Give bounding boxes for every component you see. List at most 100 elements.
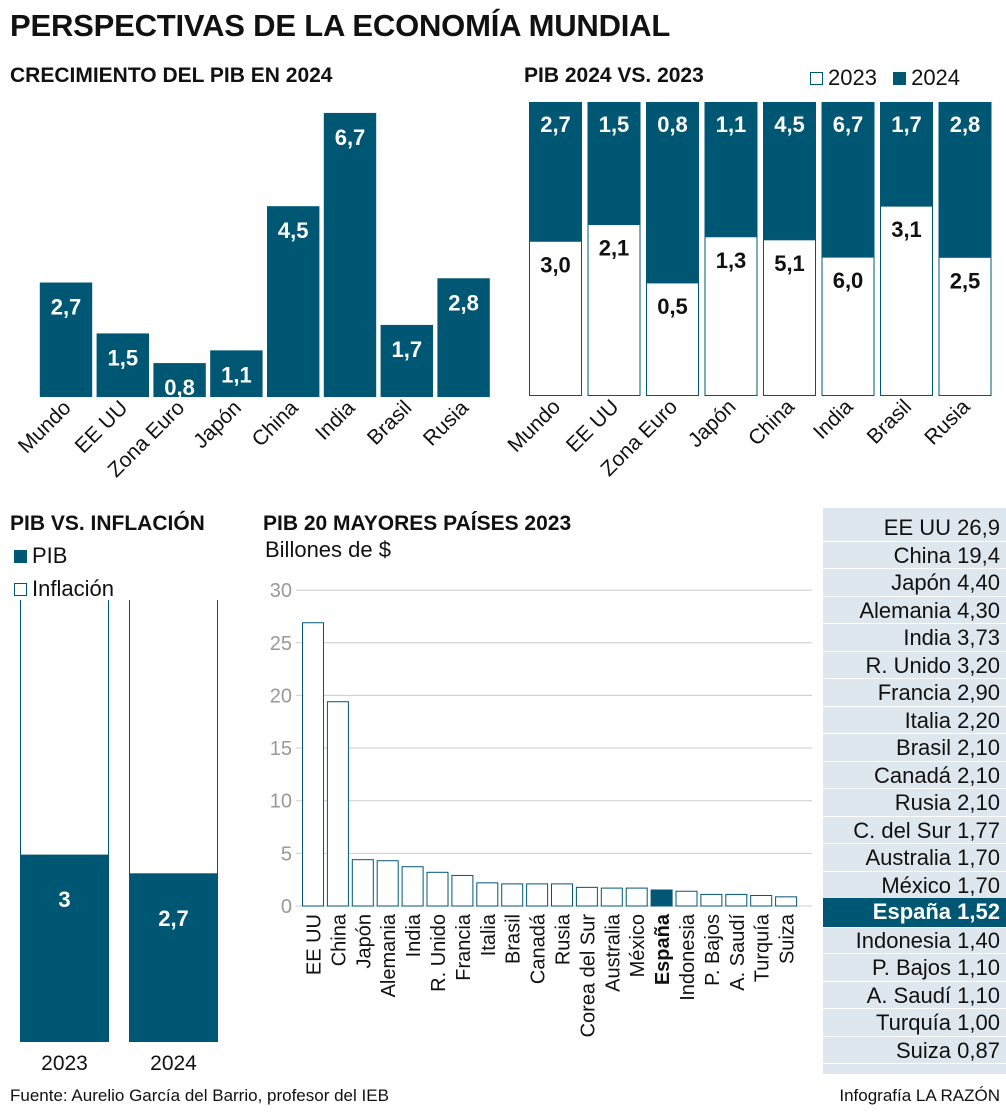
vs-label-2024-india: 6,7 xyxy=(833,112,864,137)
growth-bar-mundo xyxy=(39,282,93,397)
growth-cat-india: India xyxy=(311,396,360,445)
vs-bar-2023-rusia xyxy=(938,256,992,396)
table-country: R. Unido xyxy=(865,652,952,678)
growth-label-mundo: 2,7 xyxy=(51,295,82,320)
top20-bar-turquia xyxy=(750,894,773,907)
top20-chart: 0 5 10 15 20 25 30 EE UU China Japón Alemania India… xyxy=(270,580,812,1037)
vs-cat-brasil: Brasil xyxy=(863,395,916,448)
pib-label-2024: 2,7 xyxy=(158,906,189,931)
growth-bar-china xyxy=(267,206,320,397)
growth-cat-mundo: Mundo xyxy=(14,396,76,458)
table-country: Japón xyxy=(891,570,952,595)
vs-label-2023-india: 6,0 xyxy=(833,268,864,293)
top20-cat-p-bajos: P. Bajos xyxy=(702,914,724,986)
top20-cat-australia: Australia xyxy=(602,913,624,992)
vs-label-2023-ee-uu: 2,1 xyxy=(599,236,630,261)
table-country: India xyxy=(903,625,952,650)
vs-bar-2024-china xyxy=(763,102,816,240)
table-country: P. Bajos xyxy=(871,955,952,980)
table-country: Suiza xyxy=(896,1037,952,1063)
vs-label-2023-mundo: 3,0 xyxy=(540,252,571,277)
top20-chart-subtitle: Billones de $ xyxy=(265,537,391,562)
table-value: 2,10 xyxy=(957,735,1000,760)
table-country: Rusia xyxy=(894,790,952,815)
top20-cat-canada: Canadá xyxy=(528,913,550,984)
top20-bar-brasil xyxy=(501,883,524,907)
legend-inflation-label: Inflación xyxy=(32,576,114,601)
table-value: 2,10 xyxy=(957,762,1000,788)
vs-label-2023-rusia: 2,5 xyxy=(950,268,981,293)
table-value: 0,87 xyxy=(957,1037,1000,1063)
vs-bar-2024-zona-euro xyxy=(646,102,699,283)
inflation-year-2024: 2024 xyxy=(150,1052,197,1075)
top20-cat-suiza: Suiza xyxy=(777,913,799,964)
table-value: 3,73 xyxy=(957,625,1000,650)
vs-cat-rusia: Rusia xyxy=(920,395,974,449)
growth-cat-brasil: Brasil xyxy=(363,396,416,449)
top20-ytick-5: 5 xyxy=(281,843,292,865)
growth-chart-title: CRECIMIENTO DEL PIB EN 2024 xyxy=(10,64,333,87)
top20-bar-australia xyxy=(600,887,623,907)
top20-cat-rusia: Rusia xyxy=(553,913,575,965)
growth-cat-japon: Japón xyxy=(189,396,246,453)
growth-label-china: 4,5 xyxy=(278,218,309,243)
top20-bar-rusia xyxy=(551,883,573,907)
table-value: 2,10 xyxy=(957,790,1000,815)
vs-bar-2024-brasil xyxy=(880,102,933,207)
gdp-table: EE UU 26,9 China 19,4 Japón 4,40 Alemania 4… xyxy=(823,508,1006,1074)
pib-label-2023: 3 xyxy=(58,887,70,912)
vs-label-2024-ee-uu: 1,5 xyxy=(599,112,630,137)
vs-cat-china: China xyxy=(744,395,799,450)
top20-bar-r-unido xyxy=(426,871,449,907)
top20-bar-suiza xyxy=(775,896,798,907)
growth-bar-rusia xyxy=(437,278,490,397)
growth-label-rusia: 2,8 xyxy=(448,290,479,315)
vs-label-2024-china: 4,5 xyxy=(774,112,805,137)
legend-inflation-swatch xyxy=(14,583,27,596)
table-row: Canadá 2,10 xyxy=(823,762,1006,789)
top20-cat-a-saudi: A. Saudí xyxy=(727,914,749,991)
legend-2024-label: 2024 xyxy=(911,65,961,90)
table-row: EE UU 26,9 xyxy=(823,514,1006,542)
vs-bar-2023-china xyxy=(763,239,816,396)
table-country: Italia xyxy=(904,707,952,733)
vs-bar-2023-mundo xyxy=(529,240,582,396)
growth-label-zona-euro: 0,8 xyxy=(164,375,195,400)
vs-label-2024-brasil: 1,7 xyxy=(891,112,922,137)
top20-ytick-30: 30 xyxy=(270,580,292,602)
table-value: 4,40 xyxy=(957,570,1000,595)
table-country: España xyxy=(872,899,952,924)
top20-cat-turquia: Turquía xyxy=(752,913,774,982)
table-row: Indonesia 1,40 xyxy=(823,927,1006,954)
vs-label-2024-rusia: 2,8 xyxy=(950,112,981,137)
table-row: Japón 4,40 xyxy=(823,569,1006,597)
top20-ytick-15: 15 xyxy=(270,738,292,760)
table-row: Italia 2,20 xyxy=(823,707,1006,734)
top20-bar-india xyxy=(401,866,424,907)
top20-bar-p-bajos xyxy=(700,893,723,907)
top20-ytick-0: 0 xyxy=(281,896,292,918)
top20-bar-china xyxy=(326,701,349,907)
top20-bar-italia xyxy=(476,882,499,907)
vs-bar-2023-japon xyxy=(704,236,758,396)
top20-bar-indonesia xyxy=(675,890,698,907)
table-row: C. del Sur 1,77 xyxy=(823,817,1006,844)
top20-cat-alemania: Alemania xyxy=(378,913,400,997)
table-row: Brasil 2,10 xyxy=(823,734,1006,762)
table-row: R. Unido 3,20 xyxy=(823,652,1006,679)
table-row: México 1,70 xyxy=(823,872,1006,899)
growth-bar-japon xyxy=(210,350,263,397)
legend-inflation: Inflación xyxy=(14,576,114,602)
table-value: 2,20 xyxy=(957,707,1000,733)
top20-cat-mexico: México xyxy=(627,914,649,977)
vs-bar-2024-rusia xyxy=(938,102,992,258)
top20-cat-r-unido: R. Unido xyxy=(428,914,450,992)
legend-pib-swatch xyxy=(14,550,27,563)
growth-bar-brasil xyxy=(380,324,433,397)
growth-label-brasil: 1,7 xyxy=(392,337,423,362)
legend-2024-swatch xyxy=(893,72,907,85)
gdp-vs-legend: 2023 2024 xyxy=(810,65,960,91)
vs-bar-2023-zona-euro xyxy=(646,282,699,396)
